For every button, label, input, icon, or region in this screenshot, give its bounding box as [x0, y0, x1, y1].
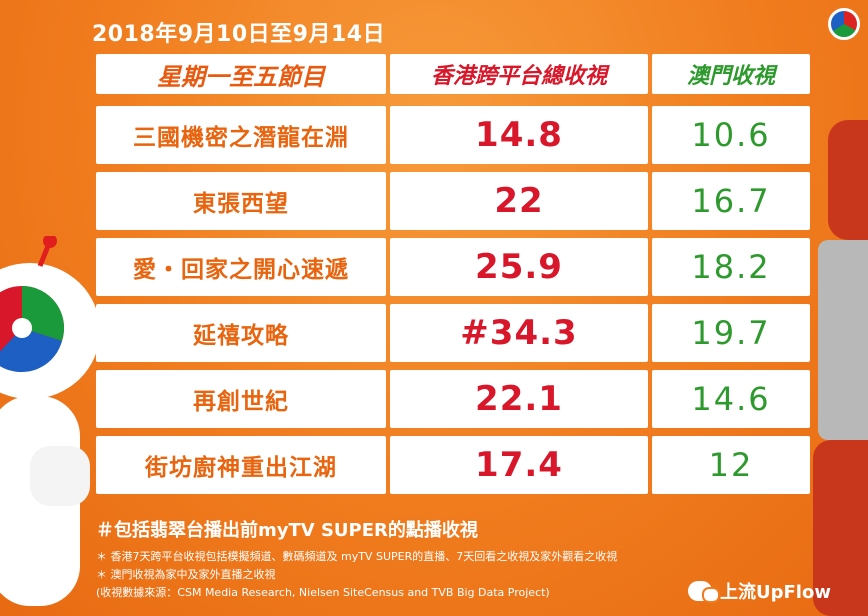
program-name: 三國機密之潛龍在淵	[133, 125, 349, 151]
program-name: 再創世紀	[193, 389, 289, 415]
hk-rating: 14.8	[475, 115, 563, 155]
hk-rating: 22	[494, 181, 544, 221]
robot-character	[813, 120, 868, 616]
watermark-text: 上流UpFlow	[720, 582, 831, 603]
footnote-1: ＊ 香港7天跨平台收視包括模擬頻道、數碼頻道及 myTV SUPER的直播、7天…	[96, 550, 618, 563]
footnote-main: ＃包括翡翠台播出前myTV SUPER的點播收視	[96, 520, 478, 541]
wechat-icon	[688, 581, 720, 603]
macau-rating: 10.6	[691, 116, 771, 154]
program-name: 延禧攻略	[193, 323, 289, 349]
hk-rating: 22.1	[475, 379, 563, 419]
program-name: 東張西望	[193, 191, 289, 217]
program-name: 街坊廚神重出江湖	[145, 455, 337, 481]
footnote-2: ＊ 澳門收視為家中及家外直播之收視	[96, 568, 276, 581]
header-macau-ratings: 澳門收視	[652, 54, 810, 94]
hk-rating: 25.9	[475, 247, 563, 287]
tvb-mascot	[0, 236, 100, 606]
hk-rating: #34.3	[460, 313, 578, 353]
tvb-logo-icon	[828, 8, 860, 40]
date-range-title: 2018年9月10日至9月14日	[92, 22, 386, 47]
macau-rating: 19.7	[691, 314, 771, 352]
macau-rating: 16.7	[691, 182, 771, 220]
program-name: 愛・回家之開心速遞	[133, 257, 349, 283]
footnote-source: (收視數據來源：CSM Media Research, Nielsen Site…	[96, 586, 550, 599]
hk-rating: 17.4	[475, 445, 563, 485]
macau-rating: 12	[708, 446, 754, 484]
macau-rating: 18.2	[691, 248, 771, 286]
macau-rating: 14.6	[691, 380, 771, 418]
watermark: 上流UpFlow	[688, 576, 868, 606]
header-hk-ratings: 香港跨平台總收視	[390, 54, 648, 94]
header-program: 星期一至五節目	[96, 54, 386, 94]
